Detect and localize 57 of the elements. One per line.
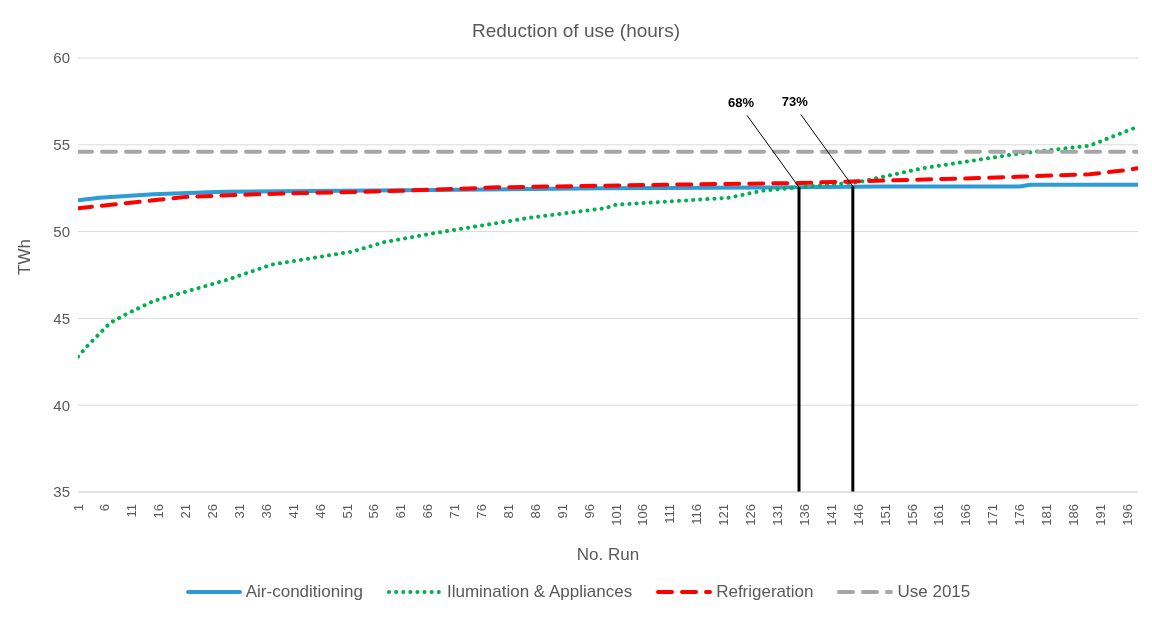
x-tick-label: 176 (1012, 504, 1028, 526)
x-tick-label: 191 (1092, 504, 1108, 526)
x-tick-label: 91 (554, 504, 570, 519)
y-axis-title: TWh (15, 239, 35, 275)
x-tick-label: 1 (70, 504, 86, 512)
x-tick-label: 186 (1065, 504, 1081, 526)
x-tick-label: 86 (527, 504, 543, 519)
x-tick-label: 106 (635, 504, 651, 526)
x-tick-label: 6 (97, 504, 113, 512)
y-tick-label: 50 (53, 222, 70, 240)
x-tick-label: 31 (231, 504, 247, 519)
line-series (78, 124, 1138, 359)
x-tick-label: 71 (447, 504, 463, 519)
x-tick-label: 41 (285, 504, 301, 519)
legend-label: Use 2015 (897, 582, 971, 602)
y-tick-label: 45 (53, 309, 70, 327)
x-tick-label: 156 (904, 504, 920, 526)
x-tick-label: 151 (877, 504, 893, 526)
x-tick-label: 11 (124, 504, 140, 518)
x-tick-label: 161 (931, 504, 947, 526)
x-tick-label: 126 (743, 504, 759, 526)
x-tick-label: 76 (474, 504, 490, 519)
y-tick-label: 55 (53, 136, 70, 154)
x-tick-label: 51 (339, 504, 355, 519)
x-tick-label: 101 (608, 504, 624, 526)
x-tick-label: 66 (420, 504, 436, 519)
x-tick-label: 181 (1039, 504, 1055, 526)
x-tick-label: 111 (662, 504, 678, 524)
x-tick-label: 171 (985, 504, 1001, 526)
annotation: 73% (781, 94, 809, 110)
y-tick-label: 40 (53, 396, 70, 414)
x-tick-label: 131 (769, 504, 785, 526)
annotation: 68% (728, 95, 755, 111)
x-tick-label: 96 (581, 504, 597, 519)
x-tick-label: 21 (178, 504, 194, 519)
x-tick-label: 146 (850, 504, 866, 526)
x-tick-label: 61 (393, 504, 409, 519)
line-series (78, 166, 1138, 211)
chart-title: Reduction of use (hours) (470, 20, 682, 42)
x-tick-label: 116 (689, 504, 705, 525)
x-tick-label: 36 (258, 504, 274, 519)
legend-label: Ilumination & Appliances (446, 582, 633, 602)
legend-label: Refrigeration (716, 582, 814, 602)
x-tick-label: 166 (958, 504, 974, 526)
x-tick-label: 136 (796, 504, 812, 526)
x-tick-label: 141 (823, 504, 839, 526)
x-tick-label: 81 (500, 504, 516, 519)
x-tick-label: 196 (1119, 504, 1135, 526)
x-tick-label: 46 (312, 504, 328, 519)
x-tick-label: 26 (205, 504, 221, 519)
x-tick-label: 16 (151, 504, 167, 519)
x-tick-label: 121 (716, 504, 732, 526)
y-tick-label: 35 (53, 483, 70, 501)
x-tick-label: 56 (366, 504, 382, 519)
x-axis-title: No. Run (576, 545, 640, 564)
legend-label: Air-conditioning (245, 582, 363, 602)
y-tick-label: 60 (53, 49, 70, 67)
